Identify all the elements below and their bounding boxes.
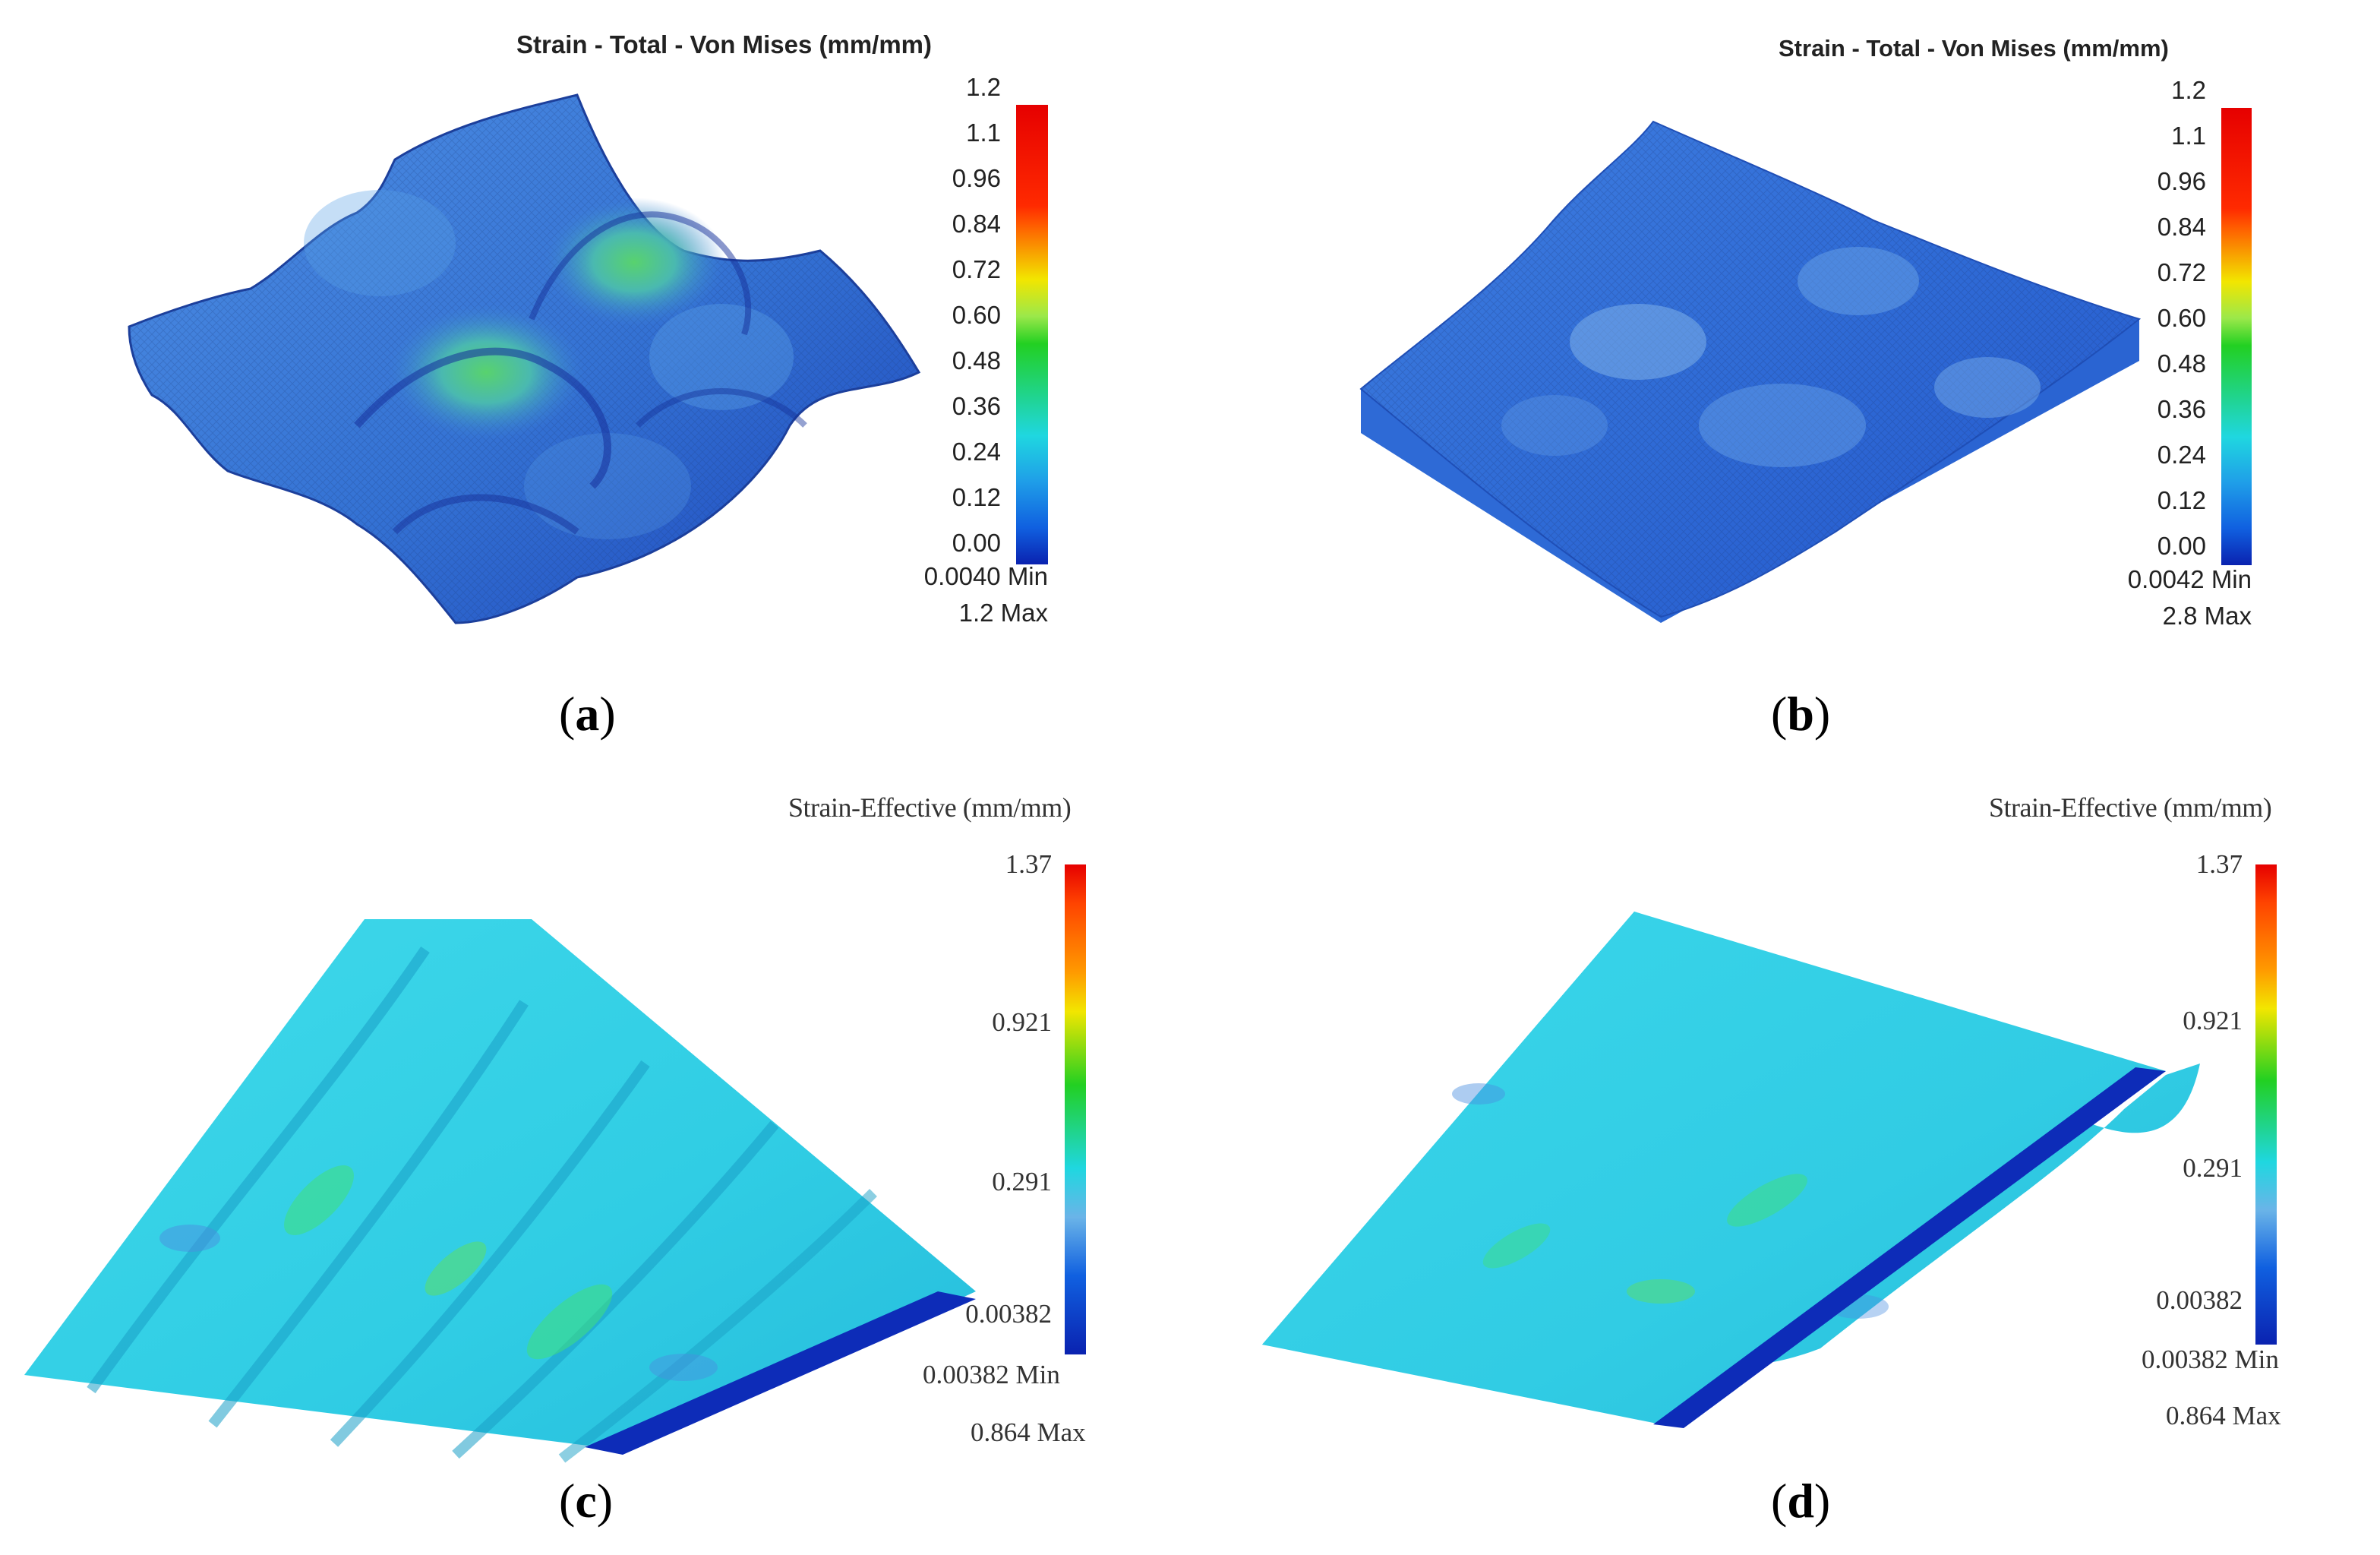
tick-label: 1.2	[966, 73, 1001, 101]
tick-label: 0.60	[2157, 304, 2206, 332]
panel-caption: (b)	[1771, 687, 1831, 741]
tick-label: 1.1	[966, 119, 1001, 147]
min-label: 0.00382 Min	[923, 1360, 1060, 1389]
panel-caption: (d)	[1771, 1474, 1831, 1528]
edge-strip	[1653, 1067, 2166, 1428]
tick-label: 0.921	[992, 1007, 1052, 1037]
edge-strip	[585, 1291, 976, 1455]
tick-label: 0.72	[2157, 258, 2206, 286]
tick-label: 0.00	[2157, 532, 2206, 560]
tick-label: 0.48	[2157, 349, 2206, 378]
flat-slab-surface	[1359, 120, 2142, 623]
tick-label: 0.96	[2157, 167, 2206, 195]
bump-top-right	[543, 198, 725, 327]
ridge-line	[452, 1120, 779, 1459]
panel-d: Strain-Effective (mm/mm) 1.37 0.921 0.29…	[1190, 775, 2380, 1555]
bump-center	[387, 304, 585, 441]
tick-label: 1.2	[2171, 76, 2206, 104]
max-label: 1.2 Max	[958, 599, 1048, 627]
tick-label: 0.24	[2157, 441, 2206, 469]
tick-label: 1.37	[2195, 849, 2243, 879]
ridge-line	[330, 1060, 650, 1447]
max-label: 2.8 Max	[2162, 602, 2252, 630]
tick-label: 0.00382	[2156, 1285, 2243, 1315]
panel-caption: (a)	[559, 687, 616, 741]
corrugated-sheet-surface	[24, 919, 976, 1463]
tick-label: 0.921	[2183, 1006, 2243, 1035]
tick-label: 0.84	[2157, 213, 2206, 241]
ridge-line	[87, 947, 430, 1394]
panel-a: Strain - Total - Von Mises (mm/mm) 1.2 1…	[0, 0, 1190, 775]
color-scale-bar	[1065, 864, 1086, 1354]
legend-title: Strain - Total - Von Mises (mm/mm)	[1779, 35, 2169, 62]
max-label: 0.864 Max	[971, 1418, 1086, 1447]
tick-label: 0.60	[952, 301, 1001, 329]
tick-label: 0.12	[952, 483, 1001, 511]
max-label: 0.864 Max	[2166, 1401, 2281, 1430]
ridge-line	[208, 1000, 529, 1428]
tick-label: 0.84	[952, 210, 1001, 238]
color-scale-bar	[2221, 108, 2252, 565]
caption-letter: b	[1787, 687, 1814, 741]
tick-label: 0.96	[952, 164, 1001, 192]
color-scale-bar	[2255, 864, 2277, 1345]
panel-b: Strain - Total - Von Mises (mm/mm) 1.2 1…	[1190, 0, 2380, 775]
tick-label: 0.36	[2157, 395, 2206, 423]
flat-sheet-surface	[1262, 912, 2200, 1428]
panel-caption: (c)	[559, 1474, 614, 1528]
legend-title: Strain - Total - Von Mises (mm/mm)	[516, 30, 932, 58]
tick-label: 0.00382	[965, 1299, 1052, 1329]
sheet-body	[24, 919, 976, 1451]
ridge-line	[558, 1189, 877, 1463]
tick-label: 0.291	[992, 1167, 1052, 1196]
caption-letter: a	[575, 687, 600, 741]
panel-c: Strain-Effective (mm/mm) 1.37 0.921 0.29…	[0, 775, 1190, 1555]
min-label: 0.00382 Min	[2142, 1345, 2279, 1374]
egg-box-surface	[128, 93, 921, 624]
tick-label: 0.36	[952, 392, 1001, 420]
tick-label: 0.291	[2183, 1153, 2243, 1183]
caption-letter: c	[575, 1474, 597, 1528]
tick-label: 0.12	[2157, 486, 2206, 514]
color-scale-bar	[1016, 105, 1048, 564]
tick-label: 0.00	[952, 529, 1001, 557]
caption-letter: d	[1787, 1474, 1814, 1528]
legend-title: Strain-Effective (mm/mm)	[788, 792, 1072, 823]
tick-label: 1.37	[1005, 849, 1052, 879]
tick-label: 0.24	[952, 438, 1001, 466]
tick-label: 0.48	[952, 346, 1001, 375]
legend-title: Strain-Effective (mm/mm)	[1989, 792, 2272, 823]
tick-label: 0.72	[952, 255, 1001, 283]
min-label: 0.0042 Min	[2127, 565, 2252, 593]
min-label: 0.0040 Min	[923, 562, 1048, 590]
tick-label: 1.1	[2171, 122, 2206, 150]
